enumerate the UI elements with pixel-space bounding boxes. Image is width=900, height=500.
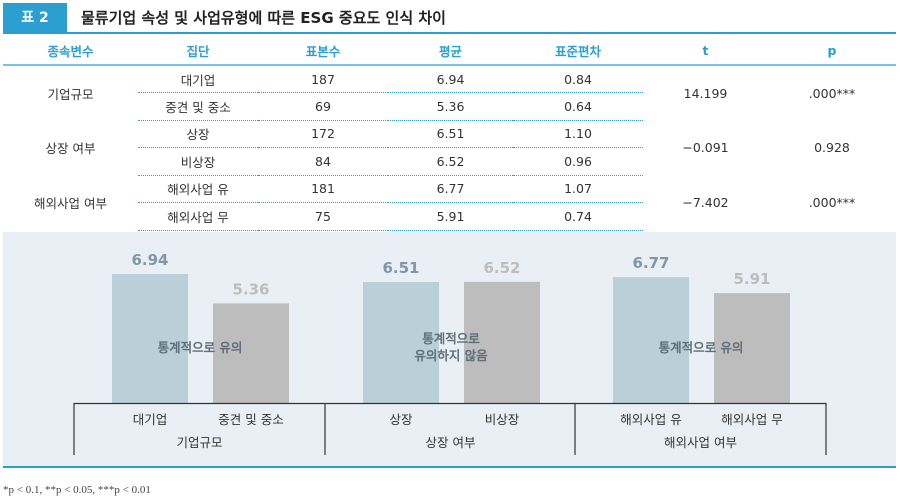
- p-cell: .000***: [808, 195, 856, 210]
- mean-cell: 5.36: [388, 92, 513, 121]
- t-cell: −7.402: [682, 195, 729, 210]
- group-cell: 해외사업 무: [138, 202, 258, 231]
- mean-cell: 5.91: [388, 202, 513, 231]
- column-header: 집단: [138, 36, 258, 66]
- group-cell: 비상장: [138, 147, 258, 176]
- footnote: *p < 0.1, **p < 0.05, ***p < 0.01: [3, 484, 151, 496]
- mean-cell: 6.52: [388, 147, 513, 176]
- table-header-row: 종속변수 집단 표본수 평균 표준편차 t p: [3, 36, 896, 66]
- significance-annotation: 통계적으로 유의하지 않음: [414, 331, 488, 363]
- table-row: 기업규모 대기업 187 6.94 0.84 14.199 .000***: [3, 65, 896, 102]
- mean-cell: 6.51: [388, 120, 513, 148]
- sd-cell: 0.84: [513, 65, 643, 93]
- group-label: 기업규모: [176, 435, 222, 450]
- group-label: 상장 여부: [426, 435, 476, 450]
- page-title: 물류기업 속성 및 사업유형에 따른 ESG 중요도 인식 차이: [81, 9, 446, 27]
- category-label: 중견 및 중소: [218, 412, 283, 427]
- table-row: 해외사업 무 75 5.91 0.74: [3, 202, 896, 231]
- p-cell: .000***: [808, 85, 856, 101]
- value-label: 6.51: [382, 259, 419, 277]
- sd-cell: 1.07: [513, 175, 643, 203]
- category-label: 대기업: [133, 412, 168, 427]
- group-label: 해외사업 여부: [664, 435, 737, 450]
- column-header: 평균: [388, 36, 513, 66]
- variable-cell: 기업규모: [47, 86, 94, 102]
- column-header: 표본수: [258, 36, 388, 66]
- sd-cell: 0.64: [513, 92, 643, 121]
- n-cell: 69: [258, 92, 388, 121]
- table-row: 해외사업 여부 해외사업 유 181 6.77 1.07 −7.402 .000***: [3, 175, 896, 211]
- sd-cell: 0.74: [513, 202, 643, 231]
- mean-cell: 6.77: [388, 175, 513, 203]
- bar: [213, 303, 289, 403]
- p-cell: 0.928: [814, 140, 850, 155]
- group-cell: 상장: [138, 120, 258, 148]
- bar: [363, 281, 439, 403]
- value-label: 5.91: [733, 270, 770, 288]
- significance-annotation: 통계적으로 유의: [659, 340, 744, 355]
- title-bar: 표 2 물류기업 속성 및 사업유형에 따른 ESG 중요도 인식 차이: [3, 3, 896, 34]
- bar: [714, 293, 790, 403]
- t-cell: 14.199: [683, 85, 728, 101]
- n-cell: 75: [258, 202, 388, 231]
- category-label: 비상장: [485, 412, 520, 427]
- column-header: p: [768, 36, 896, 66]
- table-row: 상장 여부 상장 172 6.51 1.10 −0.091 0.928: [3, 120, 896, 156]
- column-header: 종속변수: [3, 36, 138, 66]
- category-label: 해외사업 무: [721, 412, 782, 427]
- bar: [112, 274, 188, 403]
- group-cell: 해외사업 유: [138, 175, 258, 203]
- value-label: 6.77: [632, 254, 669, 272]
- category-label: 해외사업 유: [620, 412, 681, 427]
- table-row: 중견 및 중소 69 5.36 0.64: [3, 92, 896, 121]
- group-cell: 중견 및 중소: [138, 92, 258, 121]
- bar: [464, 281, 540, 403]
- bar: [613, 277, 689, 403]
- sd-cell: 1.10: [513, 120, 643, 148]
- value-label: 6.52: [483, 259, 520, 277]
- value-label: 6.94: [131, 251, 168, 269]
- variable-cell: 상장 여부: [45, 141, 96, 156]
- n-cell: 187: [258, 65, 388, 93]
- category-label: 상장: [389, 412, 413, 427]
- table-row: 비상장 84 6.52 0.96: [3, 147, 896, 176]
- n-cell: 84: [258, 147, 388, 176]
- value-label: 5.36: [232, 280, 269, 298]
- mean-cell: 6.94: [388, 65, 513, 93]
- column-header: 표준편차: [513, 36, 643, 66]
- significance-annotation: 통계적으로 유의: [158, 340, 243, 355]
- group-cell: 대기업: [138, 65, 258, 93]
- variable-cell: 해외사업 여부: [34, 196, 107, 211]
- t-cell: −0.091: [682, 140, 729, 155]
- column-header: t: [643, 36, 768, 66]
- n-cell: 172: [258, 120, 388, 148]
- table-number-tag: 표 2: [3, 3, 67, 34]
- stats-table: 종속변수 집단 표본수 평균 표준편차 t p 기업규모 대기업 187 6.94 0.84 14.1…: [3, 36, 896, 231]
- n-cell: 181: [258, 175, 388, 203]
- sd-cell: 0.96: [513, 147, 643, 176]
